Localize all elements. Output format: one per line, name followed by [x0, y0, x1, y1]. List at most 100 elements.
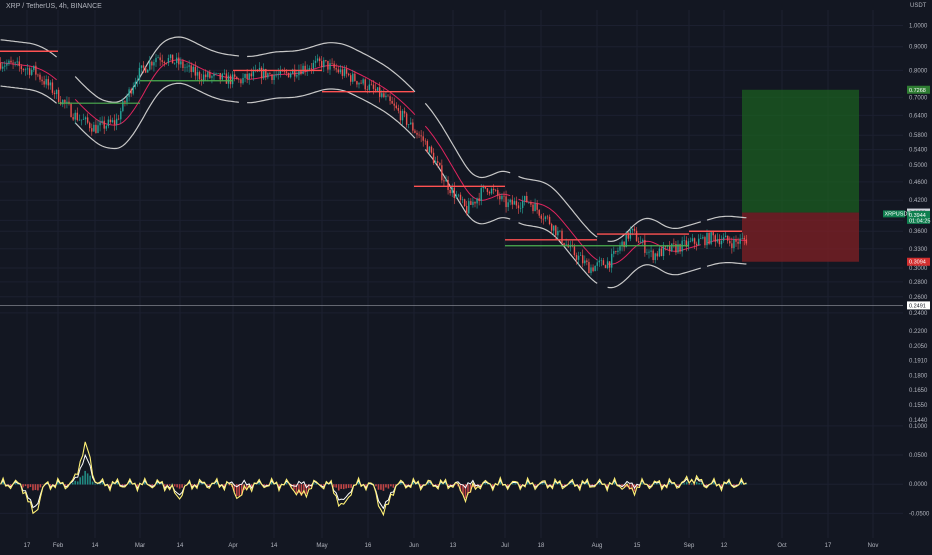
osc-y-tick-label: -0.0500 — [909, 511, 930, 517]
osc-histogram-bar — [380, 484, 382, 490]
candle-body — [215, 73, 216, 74]
candle-body — [599, 261, 600, 263]
candle-body — [584, 260, 585, 263]
osc-histogram-bar — [338, 484, 340, 490]
candle-body — [441, 165, 442, 180]
candle-body — [721, 241, 722, 244]
candle-body — [410, 123, 411, 125]
candle-body — [623, 242, 624, 248]
x-tick-label: 17 — [24, 543, 31, 549]
candle-body — [43, 81, 44, 84]
candle-body — [261, 68, 262, 78]
candle-body — [166, 63, 167, 64]
y-tick-label: 0.2800 — [909, 280, 928, 286]
candle-body — [663, 246, 664, 256]
candle-body — [648, 252, 649, 253]
candle-body — [619, 246, 620, 250]
candle-body — [85, 117, 86, 119]
candle-body — [321, 61, 322, 67]
osc-histogram-bar — [353, 484, 355, 485]
candle-body — [400, 111, 401, 121]
candle-body — [329, 63, 330, 69]
osc-histogram-bar — [238, 484, 240, 496]
candle-body — [541, 216, 542, 219]
candle-body — [586, 260, 587, 262]
candle-body — [557, 231, 558, 235]
osc-histogram-bar — [485, 483, 487, 485]
candle-body — [170, 55, 171, 58]
y-tick-label: 0.2600 — [909, 295, 928, 301]
countdown-tag: 01:04:25 — [909, 218, 930, 224]
candle-body — [145, 68, 146, 73]
candle-body — [655, 253, 656, 260]
y-tick-label: 0.3600 — [909, 229, 928, 235]
candle-body — [33, 66, 34, 70]
candle-body — [437, 161, 438, 163]
candle-body — [232, 74, 233, 84]
candle-body — [89, 123, 90, 128]
candle-body — [713, 232, 714, 235]
candle-body — [559, 231, 560, 232]
osc-histogram-bar — [542, 483, 544, 484]
candle-body — [396, 106, 397, 108]
osc-histogram-bar — [87, 473, 89, 484]
candle-body — [617, 251, 618, 252]
candle-body — [180, 61, 181, 64]
candle-body — [706, 233, 707, 245]
osc-histogram-bar — [40, 484, 42, 487]
candle-body — [213, 74, 214, 77]
candle-body — [458, 195, 459, 196]
candle-body — [636, 231, 637, 241]
candle-body — [551, 224, 552, 231]
candle-body — [70, 104, 71, 117]
candle-body — [385, 96, 386, 97]
osc-histogram-bar — [25, 484, 27, 486]
candle-body — [348, 74, 349, 75]
candle-body — [594, 266, 595, 271]
candle-body — [157, 57, 158, 58]
candle-body — [139, 68, 140, 80]
osc-histogram-bar — [27, 484, 29, 488]
candle-body — [128, 89, 129, 96]
y-tick-label: 0.1440 — [909, 418, 928, 424]
candle-body — [561, 231, 562, 243]
candle-body — [41, 80, 42, 82]
candle-body — [468, 201, 469, 213]
candle-body — [2, 67, 3, 69]
candle-body — [174, 63, 175, 64]
candle-body — [367, 89, 368, 90]
candle-body — [652, 251, 653, 260]
osc-histogram-bar — [179, 484, 181, 488]
candle-body — [690, 241, 691, 242]
y-tick-label: 0.5000 — [909, 163, 928, 169]
candle-body — [325, 60, 326, 61]
osc-histogram-bar — [683, 483, 685, 484]
candle-body — [10, 61, 11, 63]
candle-body — [578, 256, 579, 260]
osc-histogram-bar — [174, 484, 176, 486]
candle-body — [199, 72, 200, 79]
candle-body — [50, 82, 51, 85]
x-tick-label: Feb — [53, 543, 64, 549]
candle-body — [369, 85, 370, 90]
stop-zone — [742, 213, 859, 262]
osc-histogram-bar — [385, 484, 387, 487]
osc-histogram-bar — [343, 484, 345, 489]
candle-body — [164, 62, 165, 63]
candle-body — [642, 240, 643, 242]
osc-histogram-bar — [698, 483, 700, 484]
candle-body — [476, 198, 477, 203]
osc-histogram-bar — [151, 484, 153, 486]
candle-body — [172, 55, 173, 64]
candle-body — [607, 261, 608, 268]
x-tick-label: 16 — [365, 543, 372, 549]
candle-body — [182, 61, 183, 68]
candle-body — [456, 195, 457, 198]
candle-body — [389, 96, 390, 101]
candle-body — [375, 89, 376, 91]
candle-body — [31, 70, 32, 75]
candle-body — [460, 195, 461, 200]
candle-body — [381, 93, 382, 97]
currency-label: USDT — [910, 3, 927, 9]
